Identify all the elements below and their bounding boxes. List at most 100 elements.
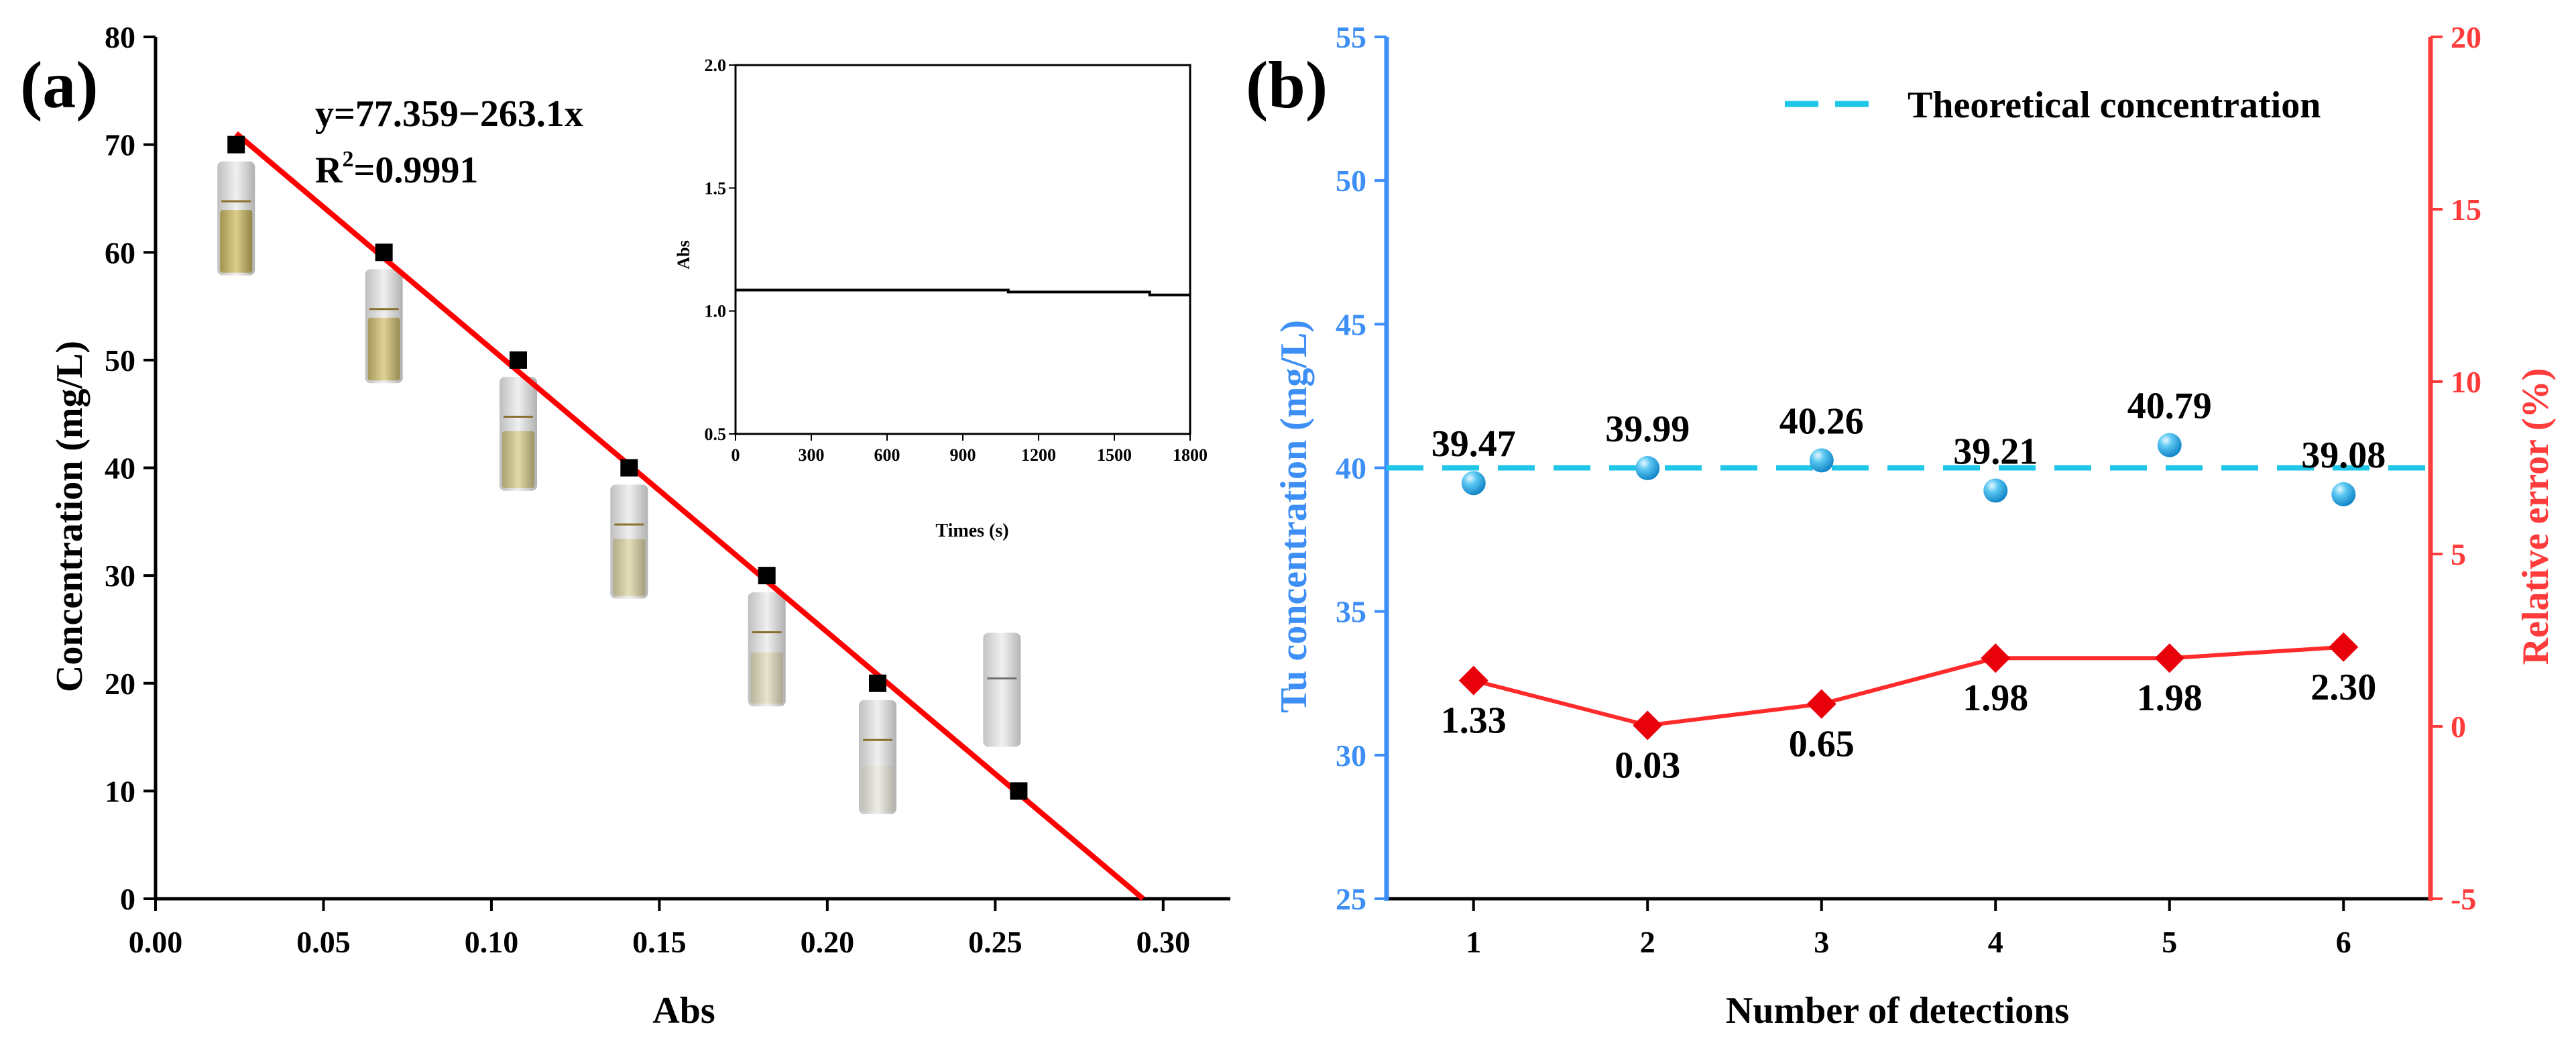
concentration-point [2331, 482, 2356, 506]
concentration-label: 40.79 [2127, 386, 2212, 427]
cuvette-liquid [502, 431, 535, 488]
legend-label: Theoretical concentration [1908, 85, 2321, 126]
r-squared-sup: 2 [342, 147, 353, 172]
x-tick-label-b: 4 [1988, 925, 2003, 959]
y-tick-label-a: 70 [105, 128, 135, 162]
x-tick-label-a: 0.05 [296, 925, 351, 959]
relative-error-label: 1.33 [1441, 700, 1507, 742]
inset-chart: Times (s) Abs 0 300 600 900 1200 1500 1800 0.5 1… [674, 56, 1208, 541]
cuvette-photo [983, 632, 1021, 747]
right-y-tick-label: 10 [2451, 365, 2481, 399]
cuvette-liquid [613, 539, 646, 596]
concentration-point [1461, 471, 1486, 496]
relative-error-point [1633, 710, 1663, 740]
relative-error-label: 0.03 [1615, 744, 1680, 786]
data-point [758, 567, 776, 585]
data-point [227, 135, 245, 154]
relative-error-point [2154, 643, 2184, 673]
y-tick-label-a: 50 [105, 343, 135, 378]
cuvette-glass [983, 632, 1021, 747]
left-y-tick-label: 30 [1336, 738, 1366, 773]
panel-a-axes: 0.00 0.05 0.10 0.15 0.20 0.25 0.30010203040506… [105, 20, 1230, 959]
y-tick-label-a: 10 [105, 774, 135, 808]
y-tick-label-a: 80 [105, 20, 135, 54]
inset-x-tick-label: 0 [731, 445, 740, 465]
x-axis-label-b: Number of detections [1726, 990, 2069, 1032]
inset-y-tick-label: 1.0 [705, 302, 727, 321]
inset-x-tick-label: 1500 [1097, 445, 1132, 465]
inset-x-tick-label: 900 [950, 445, 976, 465]
fit-equation: y=77.359−263.1x [315, 93, 583, 135]
left-y-tick-label: 55 [1336, 20, 1366, 54]
r-squared: R2=0.9991 [315, 147, 478, 191]
relative-error-point [1981, 643, 2011, 673]
inset-frame [734, 64, 1191, 435]
x-tick-label-a: 0.20 [801, 925, 855, 959]
cuvette-photos [217, 161, 1021, 814]
cuvette-photo [365, 269, 403, 384]
data-point [620, 459, 638, 477]
concentration-label: 39.99 [1605, 408, 1690, 450]
y-tick-label-a: 20 [105, 667, 135, 701]
inset-y-tick-label: 2.0 [705, 56, 727, 75]
inset-x-tick-label: 600 [874, 445, 900, 465]
right-y-tick-label: -5 [2451, 882, 2476, 916]
inset-x-tick-label: 1200 [1021, 445, 1056, 465]
relative-error-point [1806, 689, 1836, 719]
r-squared-prefix: R [315, 150, 343, 191]
x-axis-label-a: Abs [652, 990, 715, 1032]
relative-error-line [1473, 645, 2344, 728]
cuvette-photo [610, 484, 648, 599]
inset-absorbance-line [736, 288, 1190, 296]
cuvette-photo [500, 376, 538, 491]
concentration-label: 39.08 [2301, 435, 2386, 476]
relative-error-label: 1.98 [2137, 677, 2203, 719]
left-y-tick-label: 35 [1336, 595, 1366, 629]
panel-a: (a) 0.00 0.05 0.10 0.15 0.20 0.25 0.3001020304… [20, 20, 1230, 1032]
x-tick-label-a: 0.15 [632, 925, 687, 959]
right-y-axis-label: Relative error (%) [2515, 368, 2557, 665]
x-tick-label-a: 0.25 [968, 925, 1022, 959]
y-tick-label-a: 40 [105, 451, 135, 486]
data-point [869, 674, 887, 692]
concentration-label: 39.47 [1431, 423, 1516, 465]
x-tick-label-a: 0.10 [465, 925, 519, 959]
concentration-label: 40.26 [1779, 400, 1864, 442]
relative-error-label: 0.65 [1789, 724, 1855, 765]
cuvette-photo [217, 161, 255, 276]
inset-y-axis-label: Abs [674, 240, 693, 269]
left-y-tick-label: 50 [1336, 164, 1366, 198]
inset-y-tick-label: 0.5 [705, 425, 727, 444]
inset-x-axis-label: Times (s) [935, 520, 1008, 541]
data-point [510, 351, 528, 369]
concentration-point [2157, 433, 2182, 457]
panel-a-label: (a) [20, 48, 99, 122]
x-tick-label-b: 1 [1466, 925, 1481, 959]
concentration-point [1635, 455, 1660, 480]
panel-b-series: 1.33 0.03 0.65 1.98 1.98 2.30 39.47 39.99 40.26 3… [1387, 386, 2431, 786]
left-y-tick-label: 40 [1336, 451, 1366, 486]
panel-b-label: (b) [1246, 48, 1328, 122]
concentration-label: 39.21 [1953, 431, 2038, 472]
inset-x-tick-label: 1800 [1173, 445, 1208, 465]
panel-a-points [227, 135, 1028, 800]
right-y-tick-label: 15 [2451, 192, 2481, 227]
cuvette-photo [748, 592, 786, 707]
left-y-axis-label: Tu concentration (mg/L) [1273, 320, 1315, 713]
x-tick-label-b: 6 [2336, 925, 2351, 959]
x-tick-label-b: 5 [2162, 925, 2177, 959]
relative-error-label: 2.30 [2310, 667, 2376, 708]
inset-y-tick-label: 1.5 [705, 178, 727, 198]
right-y-tick-label: 20 [2451, 20, 2481, 54]
x-tick-label-a: 0.30 [1136, 925, 1191, 959]
r-squared-value: =0.9991 [353, 150, 478, 191]
cuvette-liquid [367, 317, 400, 381]
y-axis-label-a: Concentration (mg/L) [49, 341, 91, 692]
relative-error-point [2329, 632, 2359, 662]
cuvette-liquid [220, 210, 253, 273]
right-y-tick-label: 5 [2451, 537, 2466, 571]
concentration-point [1809, 448, 1834, 473]
